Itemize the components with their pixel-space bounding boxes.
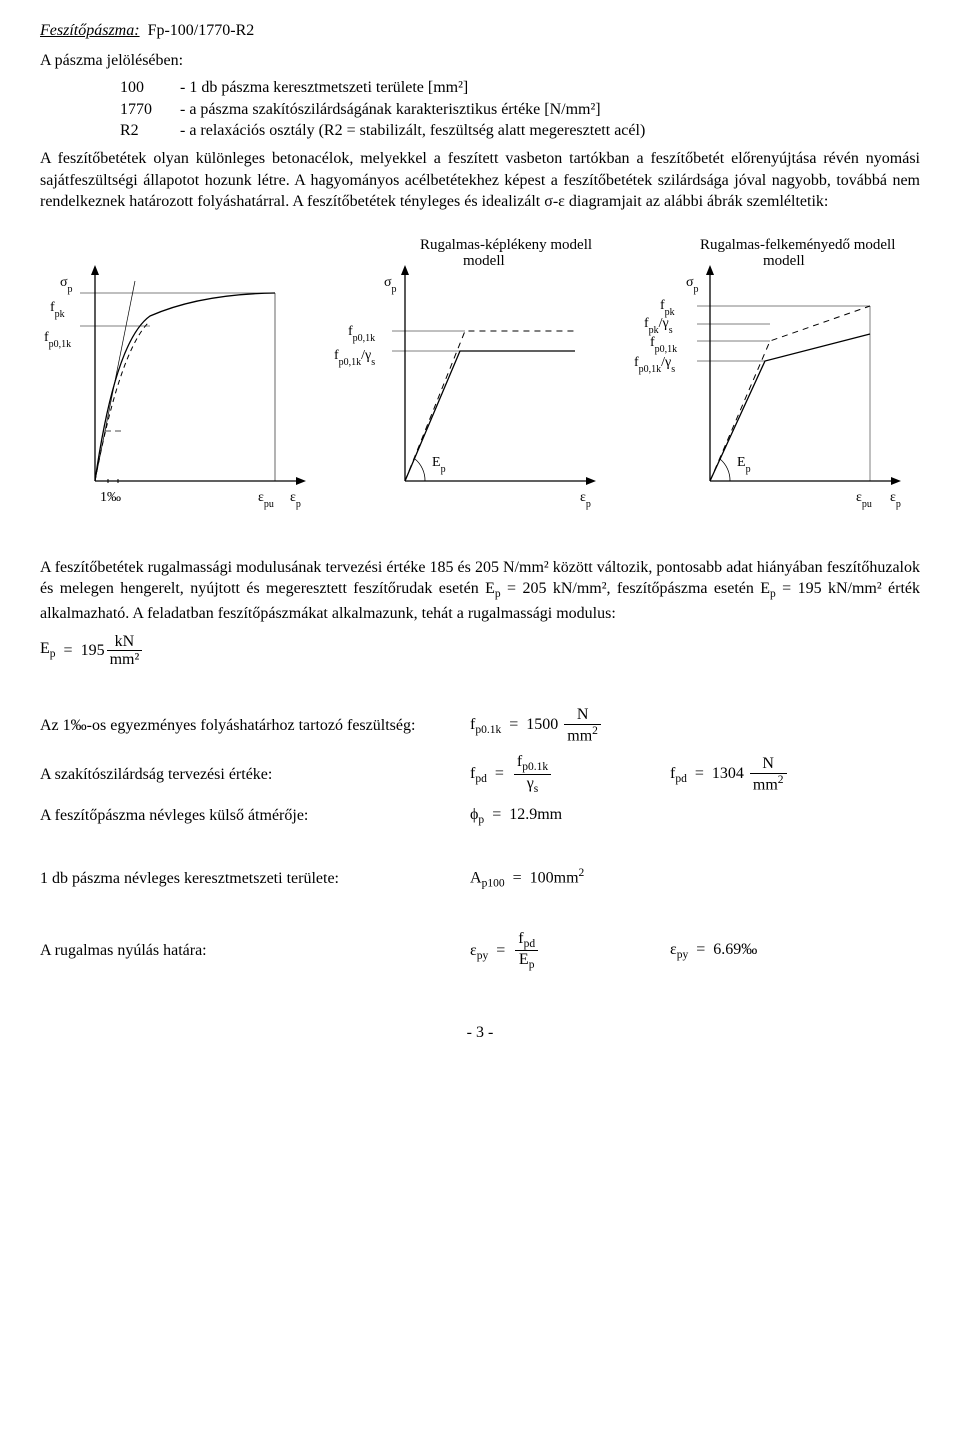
line-formula: ϕp = 12.9mm [470, 804, 562, 829]
legend-code: 1770 [120, 99, 180, 121]
angle-label: Ep [432, 455, 446, 475]
line-formula-result: εpy = 6.69‰ [670, 939, 757, 964]
equation-ep: Ep = 195 kN mm² [40, 633, 920, 669]
line-text: A rugalmas nyúlás határa: [40, 940, 470, 962]
y-tick-label: fp0,1k [348, 324, 375, 344]
list-item: R2 - a relaxációs osztály (R2 = stabiliz… [120, 120, 920, 142]
x-tick-label: εp [890, 490, 901, 510]
legend-block: 100 - 1 db pászma keresztmetszeti terüle… [120, 77, 920, 142]
legend-intro: A pászma jelölésében: [40, 50, 920, 72]
list-item: 100 - 1 db pászma keresztmetszeti terüle… [120, 77, 920, 99]
axis-label-sigma: σp [60, 275, 73, 295]
diagram-row: σp fpk fp0,1k 1‰ εpu εp Rugalmas-képléke… [40, 231, 920, 531]
axis-label-sigma: σp [686, 275, 699, 295]
axis-label-sigma: σp [384, 275, 397, 295]
chart-title: Rugalmas-felkeményedő modell [700, 237, 895, 253]
line-text: A szakítószilárdság tervezési értéke: [40, 764, 470, 786]
line-formula-result: fpd = 1304 Nmm2 [670, 755, 789, 794]
chart-subtitle: modell [463, 253, 505, 269]
y-tick-label: fp0,1k [44, 330, 71, 350]
legend-desc: - a pászma szakítószilárdságának karakte… [180, 99, 920, 121]
line-formula: Ap100 = 100mm2 [470, 866, 584, 892]
line-formula: fpd = fp0.1kγs [470, 753, 670, 796]
y-tick-label: fp0,1k/γs [634, 355, 675, 375]
y-tick-label: fpk [660, 298, 675, 318]
section-title-value: Fp-100/1770-R2 [148, 20, 255, 42]
page-number: - 3 - [40, 1022, 920, 1044]
x-tick-label: εpu [856, 490, 872, 510]
paragraph-1: A feszítőbetétek olyan különleges betona… [40, 148, 920, 213]
y-tick-label: fp0,1k [650, 335, 677, 355]
line-text: A feszítőpászma névleges külső átmérője: [40, 805, 470, 827]
legend-desc: - 1 db pászma keresztmetszeti területe [… [180, 77, 920, 99]
legend-code: 100 [120, 77, 180, 99]
line-fpd: A szakítószilárdság tervezési értéke: fp… [40, 753, 920, 796]
list-item: 1770 - a pászma szakítószilárdságának ka… [120, 99, 920, 121]
chart-subtitle: modell [763, 253, 805, 269]
line-formula: fp0.1k = 1500 Nmm2 [470, 706, 700, 745]
x-tick-label: εp [290, 490, 301, 510]
legend-desc: - a relaxációs osztály (R2 = stabilizált… [180, 120, 920, 142]
line-fp01k: Az 1‰-os egyezményes folyáshatárhoz tart… [40, 706, 920, 745]
chart-actual: σp fpk fp0,1k 1‰ εpu εp [40, 231, 320, 531]
line-area: 1 db pászma névleges keresztmetszeti ter… [40, 866, 920, 892]
chart-elastic-plastic: Rugalmas-képlékeny modell modell σp Ep f… [330, 231, 610, 531]
line-text: 1 db pászma névleges keresztmetszeti ter… [40, 868, 470, 890]
x-tick-label: εpu [258, 490, 274, 510]
y-tick-label: fpk [50, 300, 65, 320]
chart-title: Rugalmas-képlékeny modell [420, 237, 592, 253]
y-tick-label: fpk/γs [644, 316, 673, 336]
line-diameter: A feszítőpászma névleges külső átmérője:… [40, 804, 920, 829]
line-formula: εpy = fpdEp [470, 930, 670, 973]
line-epy: A rugalmas nyúlás határa: εpy = fpdEp εp… [40, 930, 920, 973]
legend-code: R2 [120, 120, 180, 142]
chart-elastic-hardening: Rugalmas-felkeményedő modell modell σp E… [620, 231, 920, 531]
x-tick-label: εp [580, 490, 591, 510]
paragraph-2: A feszítőbetétek rugalmassági modulusána… [40, 557, 920, 625]
line-text: Az 1‰-os egyezményes folyáshatárhoz tart… [40, 715, 470, 737]
x-tick-label: 1‰ [100, 490, 121, 505]
angle-label: Ep [737, 455, 751, 475]
y-tick-label: fp0,1k/γs [334, 348, 375, 368]
section-title-label: Feszítőpászma: [40, 20, 140, 42]
